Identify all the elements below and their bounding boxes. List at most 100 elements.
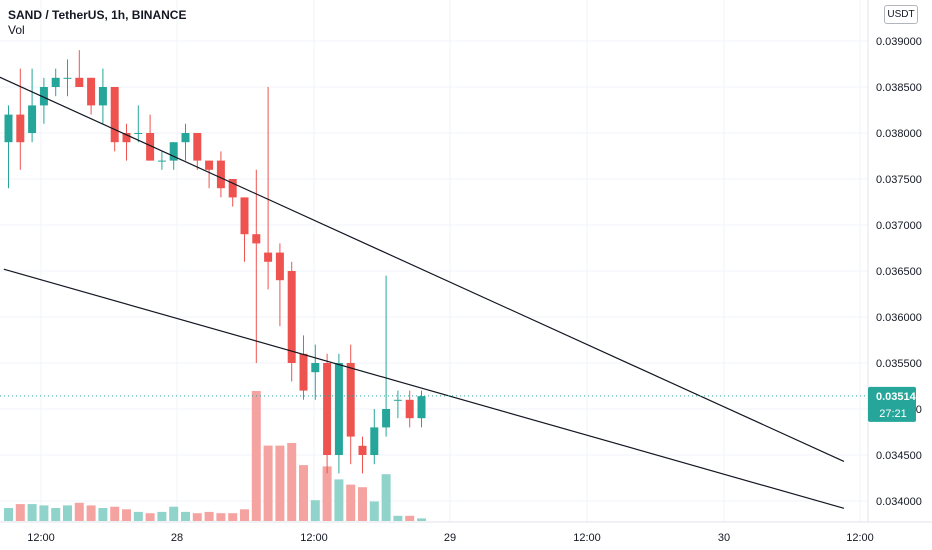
volume-bar (39, 505, 49, 521)
volume-bar (299, 465, 308, 521)
candle-body (240, 197, 249, 235)
volume-bars (4, 391, 426, 521)
volume-bar (393, 515, 403, 521)
volume-bar (287, 443, 297, 521)
volume-bar (275, 445, 285, 521)
candle-body (169, 142, 178, 161)
volume-bar (251, 391, 261, 521)
volume-bar (417, 518, 426, 521)
price-tick-label: 0.038500 (876, 82, 922, 94)
candle-body (216, 160, 225, 189)
price-tick-label: 0.038000 (876, 128, 922, 140)
volume-bar (263, 445, 273, 521)
volume-bar (110, 506, 120, 521)
candle-body (4, 114, 13, 143)
candle-body (382, 409, 391, 428)
candle-body (346, 363, 355, 437)
time-tick-label: 12:00 (573, 532, 601, 544)
volume-bar (98, 508, 108, 521)
countdown-text: 27:21 (879, 408, 907, 420)
price-tick-label: 0.035500 (876, 358, 922, 370)
volume-bar (157, 511, 167, 521)
candle-body (287, 271, 296, 363)
price-tick-label: 0.037500 (876, 174, 922, 186)
candle-body (28, 105, 37, 133)
candle-body (98, 87, 107, 106)
volume-bar (122, 509, 131, 521)
time-tick-label: 12:00 (27, 532, 55, 544)
volume-bar (74, 502, 84, 521)
volume-bar (145, 513, 155, 521)
volume-bar (169, 506, 179, 521)
volume-bar (86, 505, 96, 521)
candle-body (393, 399, 402, 401)
volume-bar (358, 487, 367, 521)
candle-body (110, 87, 119, 143)
candle-body (417, 396, 426, 419)
chart-header: SAND / TetherUS, 1h, BINANCE Vol (8, 8, 186, 38)
price-tick-label: 0.036500 (876, 266, 922, 278)
volume-bar (192, 513, 202, 521)
volume-bar (216, 513, 226, 521)
indicator-label[interactable]: Vol (8, 23, 25, 37)
price-tick-label: 0.034500 (876, 450, 922, 462)
candle-body (358, 445, 367, 455)
volume-bar (310, 500, 320, 521)
time-tick-label: 12:00 (846, 532, 874, 544)
volume-bar (181, 511, 190, 521)
volume-bar (381, 474, 391, 521)
currency-button[interactable]: USDT (884, 5, 918, 24)
volume-bar (322, 466, 332, 521)
time-tick-label: 29 (444, 532, 456, 544)
chart-grid (0, 0, 868, 522)
time-tick-label: 30 (718, 532, 730, 544)
candle-body (228, 179, 237, 198)
volume-bar (240, 509, 249, 521)
time-tick-label: 28 (171, 532, 183, 544)
candle-body (193, 133, 202, 161)
candle-body (157, 160, 166, 162)
last-price-text: 0.035142 (876, 391, 922, 403)
candle-body (311, 363, 320, 373)
volume-bar (15, 504, 25, 521)
price-axis: 0.0340000.0345000.0350000.0355000.036000… (876, 36, 922, 508)
candle-body (323, 363, 332, 455)
time-tick-label: 12:00 (300, 532, 328, 544)
candle-body (264, 252, 273, 262)
price-tick-label: 0.036000 (876, 312, 922, 324)
volume-bar (51, 508, 61, 521)
candle-body (134, 133, 143, 134)
candle-body (299, 353, 308, 391)
volume-bar (334, 479, 344, 521)
candlesticks (4, 50, 426, 474)
trendline (3, 268, 845, 509)
volume-bar (228, 513, 238, 521)
candle-body (275, 252, 284, 281)
candle-body (146, 133, 155, 161)
trendlines (0, 76, 845, 509)
volume-bar (27, 504, 37, 521)
candle-body (87, 77, 96, 106)
candle-body (205, 160, 214, 170)
volume-bar (4, 508, 13, 521)
price-tick-label: 0.037000 (876, 220, 922, 232)
candle-body (63, 77, 72, 79)
candle-body (334, 363, 343, 455)
price-tick-label: 0.039000 (876, 36, 922, 48)
volume-bar (63, 505, 72, 521)
volume-bar (405, 515, 415, 521)
last-price-box (868, 386, 916, 422)
candle-body (39, 87, 48, 106)
symbol-title[interactable]: SAND / TetherUS, 1h, BINANCE (8, 8, 187, 22)
volume-bar (204, 511, 214, 521)
volume-bar (369, 501, 379, 521)
volume-bar (133, 511, 143, 521)
candle-body (370, 427, 379, 455)
candle-body (16, 114, 25, 143)
candle-body (122, 133, 131, 143)
price-tick-label: 0.034000 (876, 496, 922, 508)
candle-body (51, 77, 60, 87)
candle-body (75, 77, 84, 87)
volume-bar (346, 484, 356, 521)
